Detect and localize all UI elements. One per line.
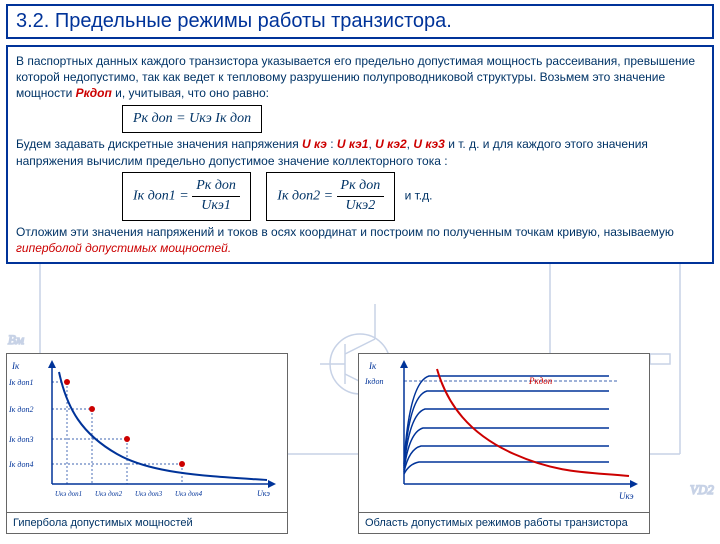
formula-tail: и т.д.: [405, 188, 433, 202]
var-uke3: U кэ3: [413, 137, 445, 151]
chart-1: Iк Iк доп1 Iк доп2 Iк доп3 Iк доп4: [6, 353, 288, 513]
svg-text:Iк доп4: Iк доп4: [8, 460, 33, 469]
para-2a: Будем задавать дискретные значения напря…: [16, 137, 302, 151]
var-uke2: U кэ2: [375, 137, 407, 151]
formula-1: Pк доп = Uкэ Iк доп: [122, 105, 262, 134]
svg-text:Uкэ: Uкэ: [619, 491, 634, 501]
formula-2: Iк доп1 = Pк допUкэ1: [122, 172, 251, 221]
chart-1-svg: Iк Iк доп1 Iк доп2 Iк доп3 Iк доп4: [7, 354, 287, 509]
chart-2-wrapper: Iк Iкдоп Uкэ Pкдоп Область допустимых ре…: [358, 353, 650, 534]
svg-text:Iк: Iк: [11, 361, 20, 371]
chart-2-caption: Область допустимых режимов работы транзи…: [358, 513, 650, 534]
svg-text:Iк доп3: Iк доп3: [8, 435, 33, 444]
var-uke1: U кэ1: [337, 137, 369, 151]
svg-text:Uкэ доп3: Uкэ доп3: [135, 490, 163, 498]
chart-1-caption: Гипербола допустимых мощностей: [6, 513, 288, 534]
hyperbola-term: гиперболой допустимых мощностей.: [16, 241, 231, 255]
svg-text:Вм: Вм: [8, 332, 24, 347]
svg-text:Iк доп1: Iк доп1: [8, 378, 33, 387]
var-uke: U кэ: [302, 137, 327, 151]
chart-2-svg: Iк Iкдоп Uкэ Pкдоп: [359, 354, 649, 509]
section-title: 3.2. Предельные режимы работы транзистор…: [6, 4, 714, 39]
svg-text:Iк доп2: Iк доп2: [8, 405, 33, 414]
para-3a: Отложим эти значения напряжений и токов …: [16, 225, 674, 239]
var-pkdop: Pкдоп: [76, 86, 112, 100]
formula-3: Iк доп2 = Pк допUкэ2: [266, 172, 395, 221]
svg-text:Uкэ доп1: Uкэ доп1: [55, 490, 82, 498]
svg-text:Pкдоп: Pкдоп: [528, 376, 553, 386]
content-box: В паспортных данных каждого транзистора …: [6, 45, 714, 264]
charts-row: Iк Iк доп1 Iк доп2 Iк доп3 Iк доп4: [6, 353, 714, 534]
svg-text:Uкэ доп2: Uкэ доп2: [95, 490, 123, 498]
svg-text:Uкэ: Uкэ: [257, 489, 270, 498]
chart-1-wrapper: Iк Iк доп1 Iк доп2 Iк доп3 Iк доп4: [6, 353, 288, 534]
para-1b: и, учитывая, что оно равно:: [112, 86, 269, 100]
chart-2: Iк Iкдоп Uкэ Pкдоп: [358, 353, 650, 513]
svg-text:Iк: Iк: [368, 361, 377, 371]
svg-text:Uкэ доп4: Uкэ доп4: [175, 490, 203, 498]
svg-text:Iкдоп: Iкдоп: [364, 377, 383, 386]
